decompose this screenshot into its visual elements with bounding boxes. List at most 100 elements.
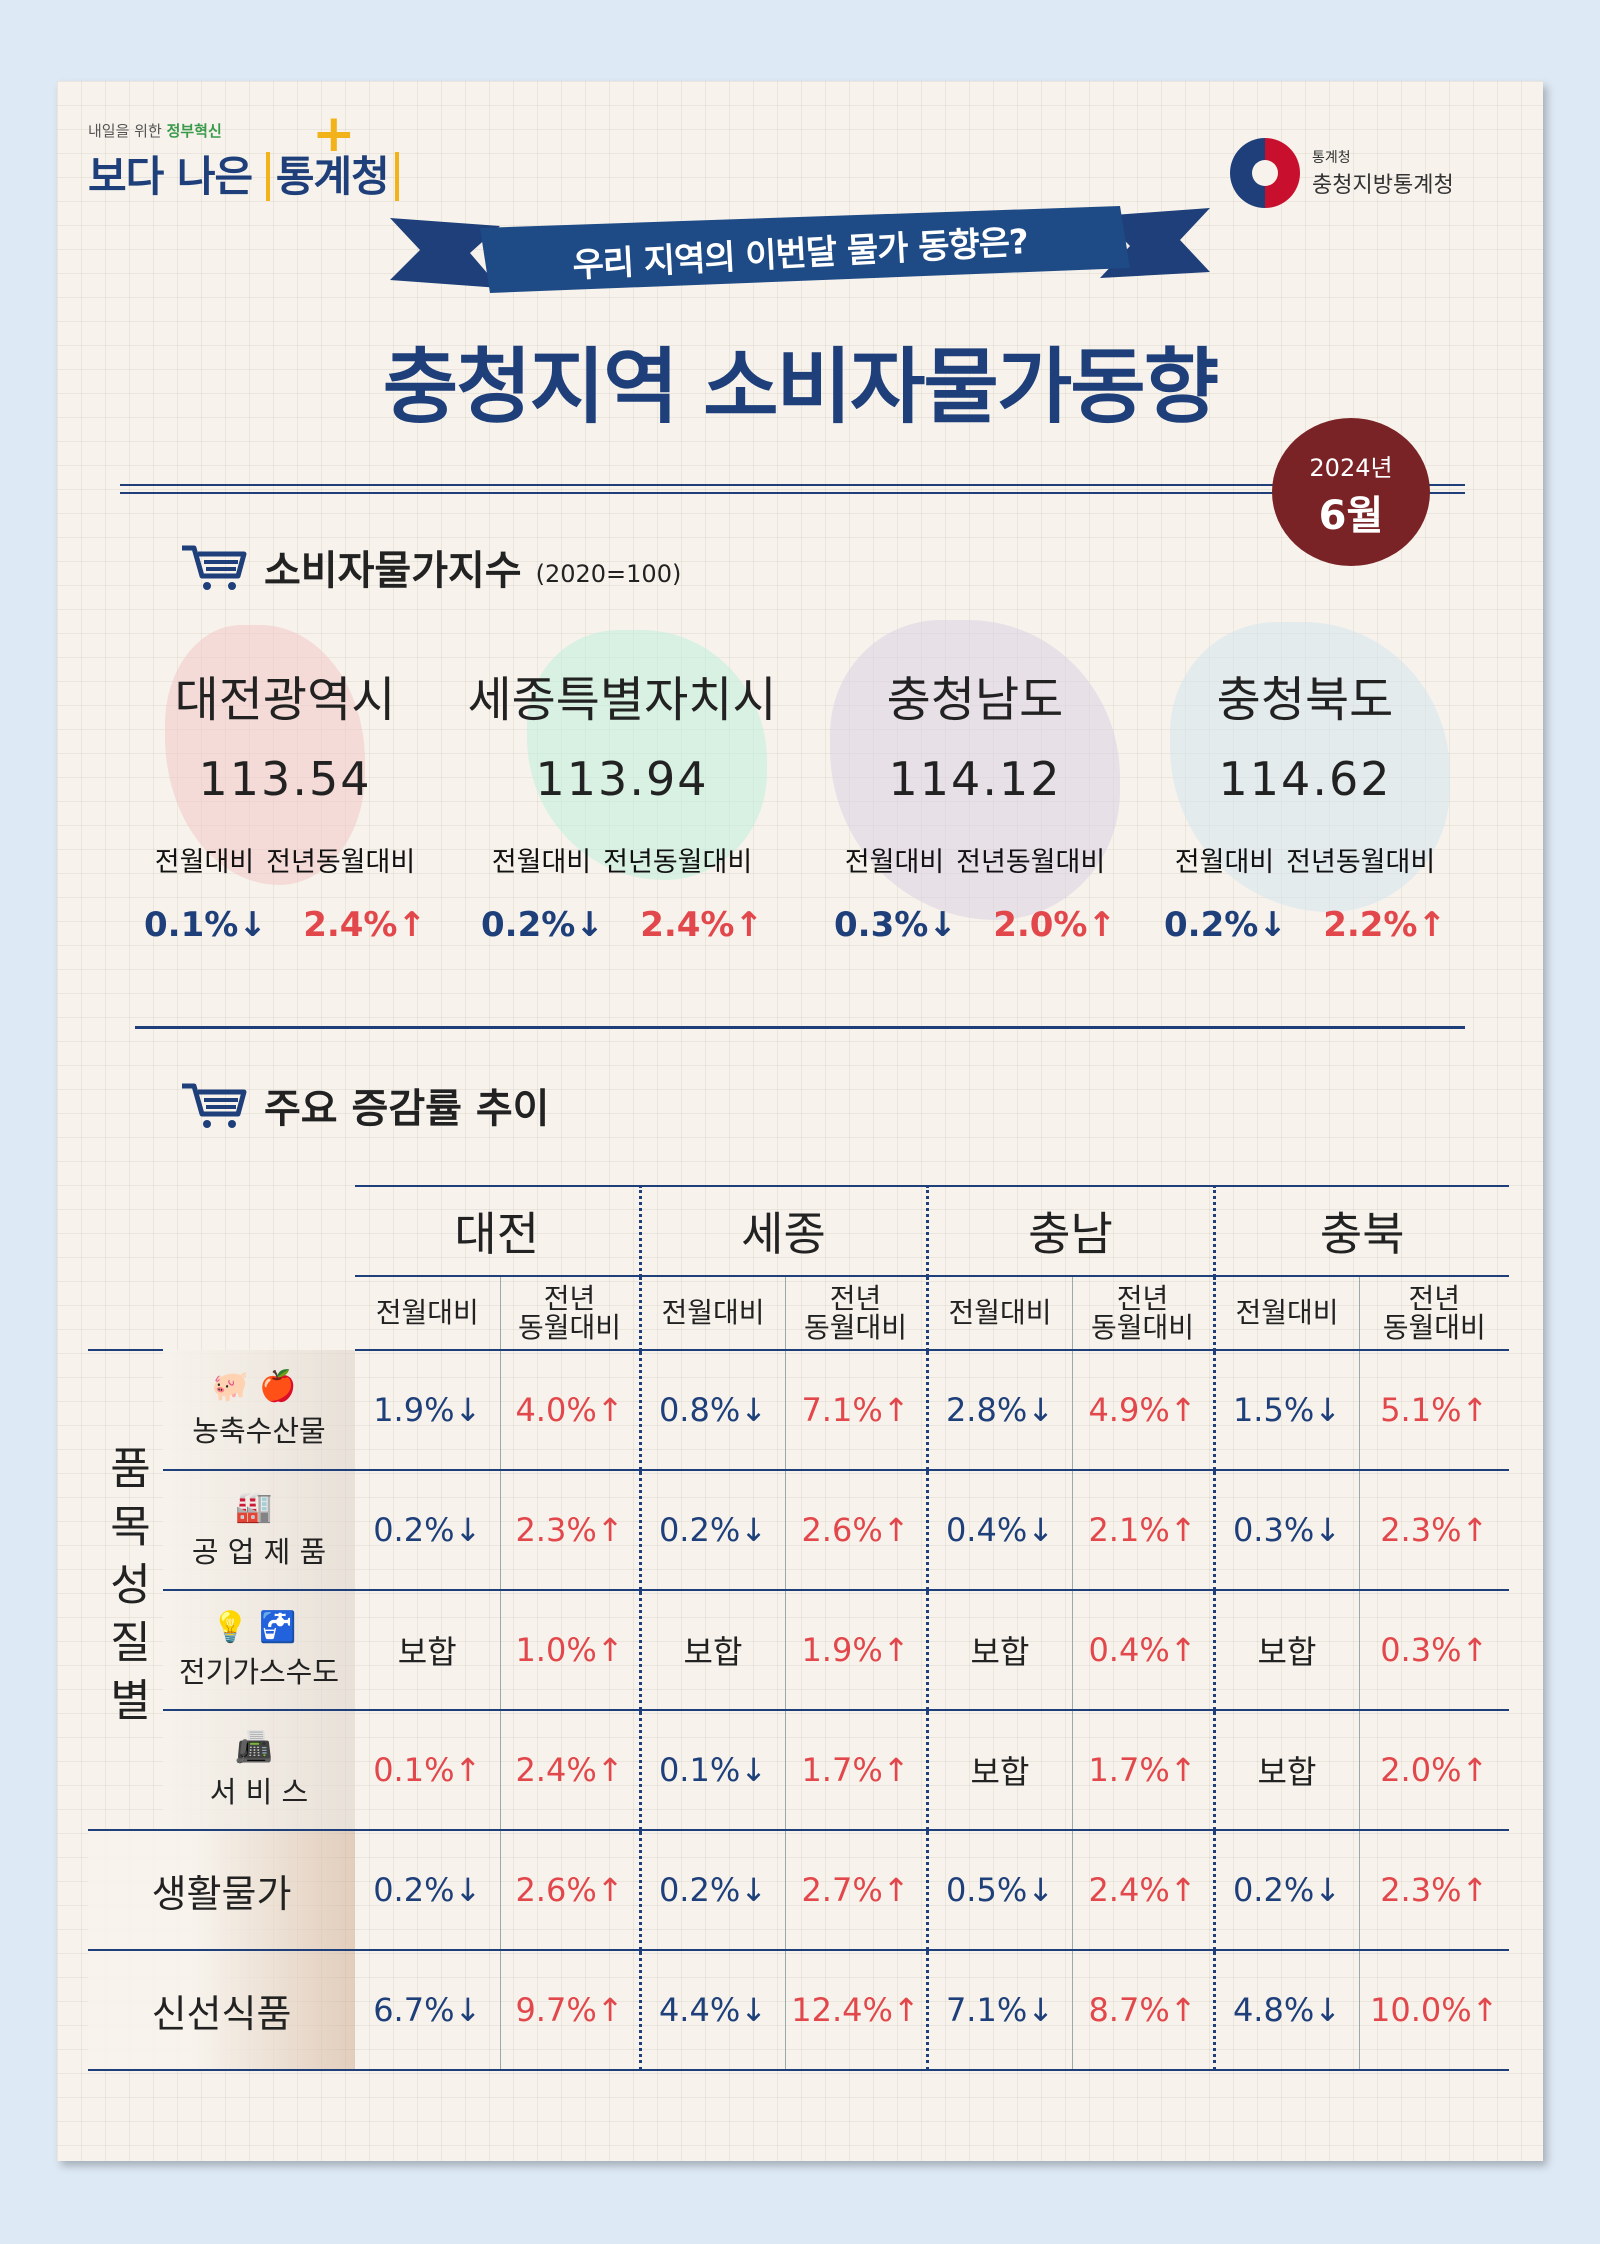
row-label: 신선식품	[88, 1950, 355, 2071]
item-rows: 품목성질별 🐖🍎 농축수산물 1.9%↓ 4.0%↑ 0.8%↓ 7.1%↑ 2.8%↓ 4.9…	[88, 1349, 1509, 1831]
yoy-value: 2.2%↑	[1323, 905, 1446, 945]
value-cell: 보합	[1212, 1710, 1359, 1831]
mom-value: 0.2%↓	[1164, 905, 1287, 945]
sub-header-mom: 전월대비	[355, 1276, 500, 1351]
item-label: 공 업 제 품	[191, 1534, 327, 1569]
region-map-shape	[527, 630, 767, 880]
value-cell: 0.4%↓	[925, 1470, 1072, 1591]
value-cell: 1.9%↓	[355, 1350, 500, 1471]
value-cell: 1.9%↑	[784, 1590, 927, 1711]
sub-header-yoy: 전년 동월대비	[1071, 1276, 1214, 1351]
sub-header-yoy: 전년 동월대비	[499, 1276, 640, 1351]
trend-section-header: 주요 증감률 추이	[180, 1076, 549, 1134]
region-card-chungnam: 충청남도 114.12 전월대비 전년동월대비 0.3%↓ 2.0%↑	[810, 620, 1140, 945]
region-name: 충청북도	[1216, 672, 1394, 728]
table-row: 💡🚰 전기가스수도 보합 1.0%↑ 보합 1.9%↑ 보합 0.4%↑ 보합 0.3%↑	[88, 1590, 1509, 1711]
value-cell: 1.7%↑	[1071, 1710, 1214, 1831]
region-name: 세종특별자치시	[467, 672, 777, 728]
mom-value: 0.1%↓	[144, 905, 267, 945]
date-badge: 2024년 6월	[1272, 418, 1430, 566]
item-icon: 🐖🍎	[211, 1369, 307, 1404]
sub-header-yoy: 전년 동월대비	[1358, 1276, 1509, 1351]
item-label-cell: 🐖🍎 농축수산물	[163, 1350, 355, 1471]
value-cell: 0.3%↓	[1212, 1470, 1359, 1591]
region-card-chungbuk: 충청북도 114.62 전월대비 전년동월대비 0.2%↓ 2.2%↑	[1140, 622, 1470, 945]
region-index: 114.12	[888, 752, 1062, 806]
value-cell: 0.2%↓	[355, 1830, 500, 1951]
item-label: 서 비 스	[209, 1774, 309, 1809]
label-yoy: 전년동월대비	[1286, 847, 1436, 878]
row-label: 생활물가	[88, 1830, 355, 1951]
table-row: 품목성질별 🐖🍎 농축수산물 1.9%↓ 4.0%↑ 0.8%↓ 7.1%↑ 2.8%↓ 4.9…	[88, 1349, 1509, 1831]
category-label: 품목성질별	[88, 1349, 163, 1831]
value-cell: 4.0%↑	[499, 1350, 640, 1471]
value-cell: 0.8%↓	[638, 1350, 785, 1471]
sub-header-mom: 전월대비	[1212, 1276, 1359, 1351]
region-map-shape	[830, 620, 1120, 920]
value-cell: 보합	[925, 1710, 1072, 1831]
table-row: 📠 서 비 스 0.1%↑ 2.4%↑ 0.1%↓ 1.7%↑ 보합 1.7%↑ 보합 2.0%↑	[88, 1710, 1509, 1831]
title-divider	[120, 484, 1465, 494]
brand-subtitle: 내일을 위한 정부혁신	[88, 122, 222, 140]
region-index: 113.94	[535, 752, 709, 806]
badge-year: 2024년	[1309, 454, 1393, 482]
region-header: 충남	[925, 1185, 1214, 1277]
sub-header-yoy: 전년 동월대비	[784, 1276, 927, 1351]
value-cell: 2.3%↑	[499, 1470, 640, 1591]
region-map-shape	[165, 625, 365, 885]
value-cell: 0.4%↑	[1071, 1590, 1214, 1711]
value-cell: 4.8%↓	[1212, 1950, 1359, 2071]
region-index: 114.62	[1218, 752, 1392, 806]
ribbon-shape	[390, 206, 1210, 293]
value-cell: 8.7%↑	[1071, 1950, 1214, 2071]
agency-parent: 통계청	[1312, 150, 1351, 166]
value-cell: 0.3%↑	[1358, 1590, 1509, 1711]
brand-title: 보다 나은 통계청	[88, 143, 399, 204]
sub-header-mom: 전월대비	[638, 1276, 785, 1351]
region-header: 대전	[355, 1185, 640, 1277]
item-label: 농축수산물	[192, 1414, 326, 1448]
value-cell: 2.4%↑	[499, 1710, 640, 1831]
region-name: 충청남도	[886, 672, 1064, 728]
value-cell: 보합	[355, 1590, 500, 1711]
item-label: 전기가스수도	[178, 1654, 340, 1689]
value-cell: 2.3%↑	[1358, 1470, 1509, 1591]
trend-title: 주요 증감률 추이	[264, 1086, 550, 1132]
cpi-section-header: 소비자물가지수 (2020=100)	[180, 538, 681, 596]
label-yoy: 전년동월대비	[266, 847, 416, 878]
value-cell: 0.2%↓	[355, 1470, 500, 1591]
value-cell: 12.4%↑	[784, 1950, 927, 2071]
value-cell: 2.7%↑	[784, 1830, 927, 1951]
region-map-shape	[1170, 622, 1450, 912]
value-cell: 2.8%↓	[925, 1350, 1072, 1471]
label-yoy: 전년동월대비	[956, 847, 1106, 878]
mom-value: 0.2%↓	[481, 905, 604, 945]
region-name: 대전광역시	[174, 672, 396, 728]
region-header-row: 대전 세종 충남 충북	[88, 1185, 1509, 1277]
value-cell: 7.1%↑	[784, 1350, 927, 1471]
value-cell: 0.2%↓	[638, 1830, 785, 1951]
table-row: 생활물가 0.2%↓ 2.6%↑ 0.2%↓ 2.7%↑ 0.5%↓ 2.4%↑ 0.2%↓ 2…	[88, 1830, 1509, 1951]
value-cell: 2.6%↑	[784, 1470, 927, 1591]
badge-month: 6월	[1318, 493, 1384, 539]
value-cell: 10.0%↑	[1358, 1950, 1509, 2071]
value-cell: 4.4%↓	[638, 1950, 785, 2071]
mom-value: 0.3%↓	[834, 905, 957, 945]
item-icon: 💡🚰	[211, 1609, 307, 1645]
table-row: 신선식품 6.7%↓ 9.7%↑ 4.4%↓ 12.4%↑ 7.1%↓ 8.7%↑ 4.8%↓…	[88, 1950, 1509, 2071]
value-cell: 2.1%↑	[1071, 1470, 1214, 1591]
value-cell: 2.0%↑	[1358, 1710, 1509, 1831]
region-index: 113.54	[198, 752, 372, 806]
item-icon: 🏭	[235, 1489, 283, 1525]
value-cell: 6.7%↓	[355, 1950, 500, 2071]
item-label-cell: 🏭 공 업 제 품	[163, 1470, 355, 1591]
value-cell: 1.7%↑	[784, 1710, 927, 1831]
value-cell: 보합	[1212, 1590, 1359, 1711]
label-mom: 전월대비	[844, 847, 945, 878]
value-cell: 0.1%↑	[355, 1710, 500, 1831]
item-label-cell: 📠 서 비 스	[163, 1710, 355, 1831]
label-mom: 전월대비	[1174, 847, 1275, 878]
value-cell: 2.3%↑	[1358, 1830, 1509, 1951]
region-header: 세종	[638, 1185, 927, 1277]
item-icon: 📠	[235, 1729, 283, 1765]
